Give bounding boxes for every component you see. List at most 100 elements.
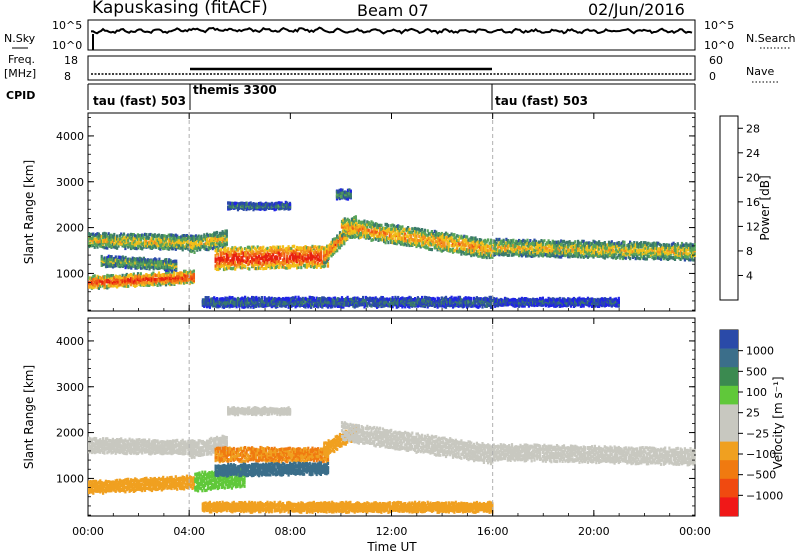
radar-cell xyxy=(239,262,243,266)
radar-cell xyxy=(318,248,321,252)
radar-cell xyxy=(236,248,240,252)
radar-cell xyxy=(177,239,180,243)
radar-cell xyxy=(290,250,293,254)
radar-cell xyxy=(244,260,247,264)
radar-cell xyxy=(231,298,234,302)
radar-cell xyxy=(572,250,576,254)
radar-cell xyxy=(319,297,323,301)
radar-cell xyxy=(512,251,515,255)
radar-cell xyxy=(547,253,550,257)
radar-cell xyxy=(350,228,354,233)
radar-cell xyxy=(451,238,455,242)
radar-cell xyxy=(436,242,439,246)
radar-cell xyxy=(222,247,226,251)
radar-cell xyxy=(265,256,268,260)
radar-cell xyxy=(357,219,361,223)
radar-cell xyxy=(366,228,369,232)
radar-cell xyxy=(96,232,99,236)
radar-cell xyxy=(93,280,96,284)
radar-cell xyxy=(283,248,286,252)
radar-cell xyxy=(135,261,139,265)
radar-cell xyxy=(248,303,251,307)
radar-cell xyxy=(405,243,408,247)
radar-cell xyxy=(154,262,157,266)
radar-cell xyxy=(395,239,398,244)
radar-cell xyxy=(527,244,531,248)
radar-cell xyxy=(304,305,307,309)
radar-cell xyxy=(155,242,158,246)
radar-cell xyxy=(97,236,101,240)
radar-cell xyxy=(337,245,340,249)
radar-cell xyxy=(224,229,227,233)
radar-cell xyxy=(612,253,615,257)
radar-cell xyxy=(143,238,147,242)
radar-cell xyxy=(109,243,112,247)
radar-cell xyxy=(363,219,366,223)
radar-cell xyxy=(253,266,257,271)
radar-cell xyxy=(342,229,345,233)
radar-cell xyxy=(206,234,209,238)
radar-cell xyxy=(558,241,561,245)
radar-cell xyxy=(466,241,469,245)
radar-cell xyxy=(539,248,542,252)
radar-cell xyxy=(360,235,363,239)
radar-cell xyxy=(246,297,250,301)
radar-cell xyxy=(113,256,116,261)
radar-cell xyxy=(103,278,106,282)
radar-cell xyxy=(690,254,694,258)
radar-cell xyxy=(235,264,238,268)
radar-cell xyxy=(169,265,172,269)
radar-cell xyxy=(117,279,120,283)
radar-cell xyxy=(175,262,178,266)
radar-cell xyxy=(154,257,157,261)
radar-cell xyxy=(345,219,348,223)
radar-cell xyxy=(414,232,417,236)
radar-cell xyxy=(249,254,252,258)
radar-cell xyxy=(344,238,347,242)
radar-cell xyxy=(554,240,557,244)
radar-cell xyxy=(378,234,382,238)
radar-cell xyxy=(326,253,329,257)
radar-cell xyxy=(592,253,595,257)
radar-cell xyxy=(664,243,667,247)
radar-cell xyxy=(324,249,327,253)
radar-cell xyxy=(152,237,155,241)
radar-cell xyxy=(296,299,299,303)
radar-cell xyxy=(143,232,147,236)
radar-cell xyxy=(118,239,121,243)
radar-cell xyxy=(407,228,410,232)
radar-cell xyxy=(627,249,630,253)
radar-cell xyxy=(592,246,595,251)
radar-cell xyxy=(217,267,220,272)
radar-cell xyxy=(526,250,529,254)
radar-cell xyxy=(304,253,307,257)
radar-cell xyxy=(145,276,148,280)
radar-cell xyxy=(265,257,268,262)
radar-cell xyxy=(397,235,400,239)
radar-cell xyxy=(287,299,290,303)
radar-cell xyxy=(377,238,380,242)
radar-cell xyxy=(225,252,228,256)
radar-cell xyxy=(252,250,255,254)
radar-cell xyxy=(132,236,135,240)
radar-cell xyxy=(155,277,158,282)
radar-cell xyxy=(330,247,333,251)
radar-cell xyxy=(591,253,594,257)
radar-cell xyxy=(425,240,428,244)
radar-cell xyxy=(383,232,386,236)
radar-cell xyxy=(489,244,493,248)
radar-cell xyxy=(510,244,514,248)
radar-cell xyxy=(433,241,436,245)
radar-cell xyxy=(265,304,268,308)
radar-cell xyxy=(620,241,623,245)
radar-cell xyxy=(340,296,344,300)
radar-cell xyxy=(363,222,366,226)
radar-cell xyxy=(470,243,473,247)
radar-cell xyxy=(220,253,223,257)
radar-cell xyxy=(118,259,122,263)
radar-cell xyxy=(399,231,403,235)
radar-cell xyxy=(196,247,199,251)
radar-cell xyxy=(259,257,262,261)
radar-cell xyxy=(107,278,110,282)
radar-cell xyxy=(203,298,206,302)
